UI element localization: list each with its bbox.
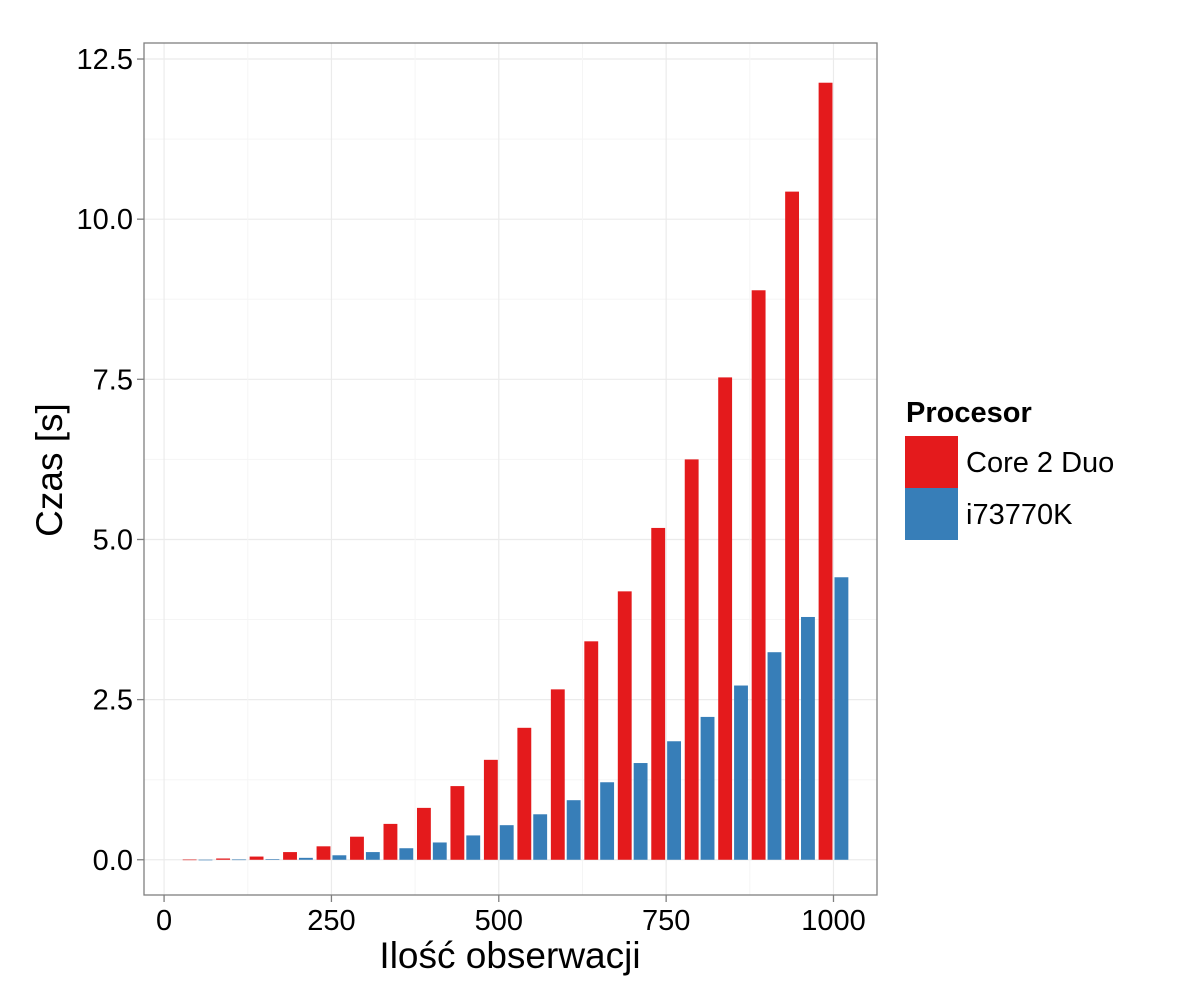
y-tick-label: 12.5 xyxy=(77,44,133,76)
bar-i73770k-600 xyxy=(566,800,581,860)
y-tick-label: 2.5 xyxy=(93,685,133,717)
bars xyxy=(182,82,849,861)
legend: Procesor Core 2 Duo i73770K xyxy=(905,397,1114,540)
x-tick-label: 1000 xyxy=(801,905,866,937)
bar-core-2-duo-400 xyxy=(416,807,431,860)
y-tick-label: 0.0 xyxy=(93,845,133,877)
bar-i73770k-200 xyxy=(298,857,313,860)
bar-i73770k-500 xyxy=(499,825,514,860)
plot-panel-border xyxy=(143,42,878,896)
y-tick-label: 10.0 xyxy=(77,204,133,236)
bar-i73770k-900 xyxy=(767,652,782,860)
bar-i73770k-1000 xyxy=(834,577,849,860)
bar-i73770k-800 xyxy=(700,716,715,860)
bar-core-2-duo-200 xyxy=(283,852,297,860)
grid-lines xyxy=(144,43,877,895)
bar-i73770k-50 xyxy=(198,859,213,861)
bar-core-2-duo-650 xyxy=(584,641,599,860)
bar-i73770k-850 xyxy=(734,685,748,860)
bar-core-2-duo-750 xyxy=(651,527,666,860)
x-tick-label: 750 xyxy=(642,905,690,937)
bar-core-2-duo-850 xyxy=(718,377,733,860)
bar-core-2-duo-350 xyxy=(383,823,398,860)
axes: 0.0 2.5 5.0 7.5 10.0 12.5 0 250 500 750 1000 xyxy=(77,44,866,937)
bar-core-2-duo-900 xyxy=(751,290,766,860)
x-tick-label: 0 xyxy=(156,905,172,937)
y-tick-label: 5.0 xyxy=(93,524,133,556)
y-tick-label: 7.5 xyxy=(93,364,133,396)
bar-i73770k-100 xyxy=(232,859,246,861)
legend-label-core-2-duo: Core 2 Duo xyxy=(966,447,1114,479)
bar-i73770k-550 xyxy=(533,814,548,860)
bar-i73770k-750 xyxy=(667,741,682,860)
x-tick-label: 250 xyxy=(307,905,355,937)
legend-key-i73770k xyxy=(905,488,958,540)
x-axis-title: Ilość obserwacji xyxy=(379,935,640,976)
x-tick-label: 500 xyxy=(475,905,523,937)
bar-core-2-duo-50 xyxy=(182,859,197,861)
legend-title: Procesor xyxy=(906,397,1032,429)
bar-core-2-duo-550 xyxy=(517,727,532,860)
bar-core-2-duo-600 xyxy=(550,689,565,860)
bar-i73770k-950 xyxy=(801,616,815,860)
bar-i73770k-350 xyxy=(399,848,414,860)
legend-key-core-2-duo xyxy=(905,436,958,488)
bar-i73770k-450 xyxy=(466,835,481,860)
bar-i73770k-300 xyxy=(365,852,380,860)
bar-i73770k-700 xyxy=(633,763,648,860)
bar-core-2-duo-450 xyxy=(450,786,465,860)
bar-core-2-duo-500 xyxy=(483,759,498,860)
y-axis-title: Czas [s] xyxy=(29,403,70,537)
bar-core-2-duo-950 xyxy=(785,191,800,860)
bar-core-2-duo-100 xyxy=(216,858,231,860)
bar-i73770k-150 xyxy=(265,859,280,860)
bar-core-2-duo-300 xyxy=(350,836,364,860)
bar-core-2-duo-800 xyxy=(684,459,699,860)
bar-i73770k-250 xyxy=(332,855,347,860)
bar-core-2-duo-250 xyxy=(316,846,331,860)
bar-core-2-duo-150 xyxy=(249,856,264,860)
bar-core-2-duo-700 xyxy=(617,591,632,860)
legend-label-i73770k: i73770K xyxy=(966,499,1073,531)
bar-core-2-duo-1000 xyxy=(818,82,833,860)
bar-i73770k-400 xyxy=(432,842,447,860)
bar-i73770k-650 xyxy=(600,782,615,860)
